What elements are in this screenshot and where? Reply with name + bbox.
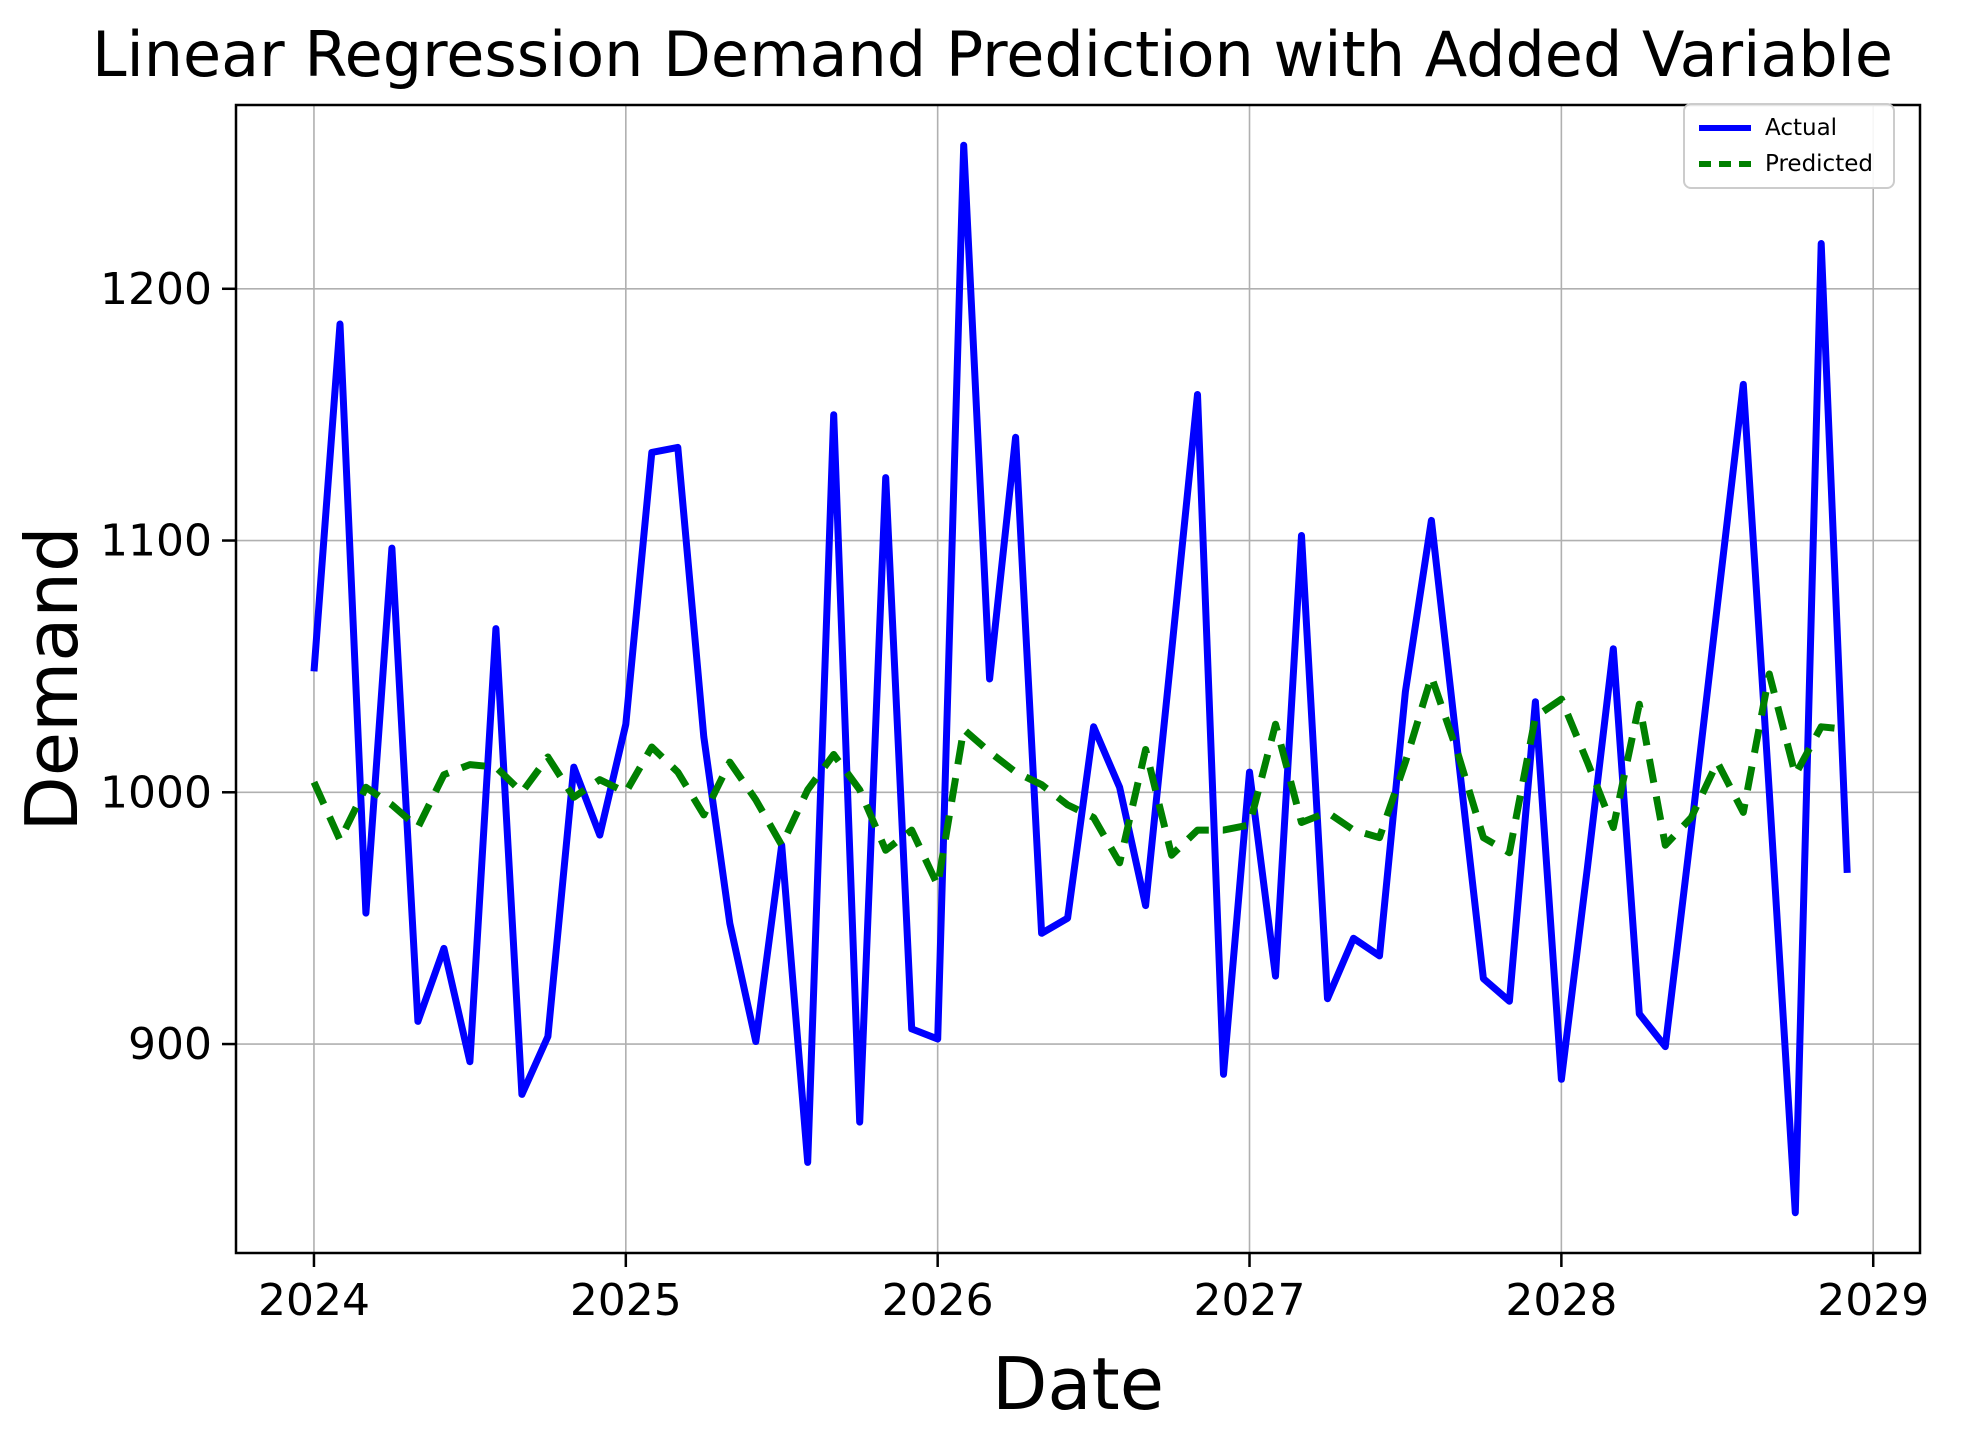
legend-label-predicted: Predicted bbox=[1765, 150, 1873, 177]
legend: Actual Predicted bbox=[1683, 103, 1895, 189]
legend-label-actual: Actual bbox=[1765, 114, 1838, 141]
x-tick-label: 2025 bbox=[570, 1275, 682, 1326]
actual-line-swatch-icon bbox=[1699, 125, 1751, 131]
y-tick-label: 1000 bbox=[100, 767, 212, 818]
ticks bbox=[222, 287, 1875, 1267]
gridlines bbox=[236, 105, 1920, 1253]
x-tick-label: 2028 bbox=[1505, 1275, 1617, 1326]
y-tick-label: 1200 bbox=[100, 264, 212, 315]
y-axis-label: Demand bbox=[10, 526, 94, 832]
y-tick-label: 1100 bbox=[100, 516, 212, 567]
axes-spines bbox=[234, 103, 1922, 1255]
actual-line bbox=[310, 141, 1851, 1217]
chart-title: Linear Regression Demand Prediction with… bbox=[91, 18, 1894, 91]
y-tick-label: 900 bbox=[128, 1019, 212, 1070]
predicted-line bbox=[310, 670, 1848, 889]
x-axis-label: Date bbox=[991, 1342, 1165, 1426]
x-tick-label: 2024 bbox=[258, 1275, 370, 1326]
legend-item-actual: Actual bbox=[1699, 115, 1879, 141]
predicted-line-swatch-icon bbox=[1699, 161, 1751, 167]
x-tick-label: 2027 bbox=[1194, 1275, 1306, 1326]
x-tick-label: 2026 bbox=[882, 1275, 994, 1326]
x-tick-label: 2029 bbox=[1817, 1275, 1929, 1326]
legend-item-predicted: Predicted bbox=[1699, 151, 1879, 177]
